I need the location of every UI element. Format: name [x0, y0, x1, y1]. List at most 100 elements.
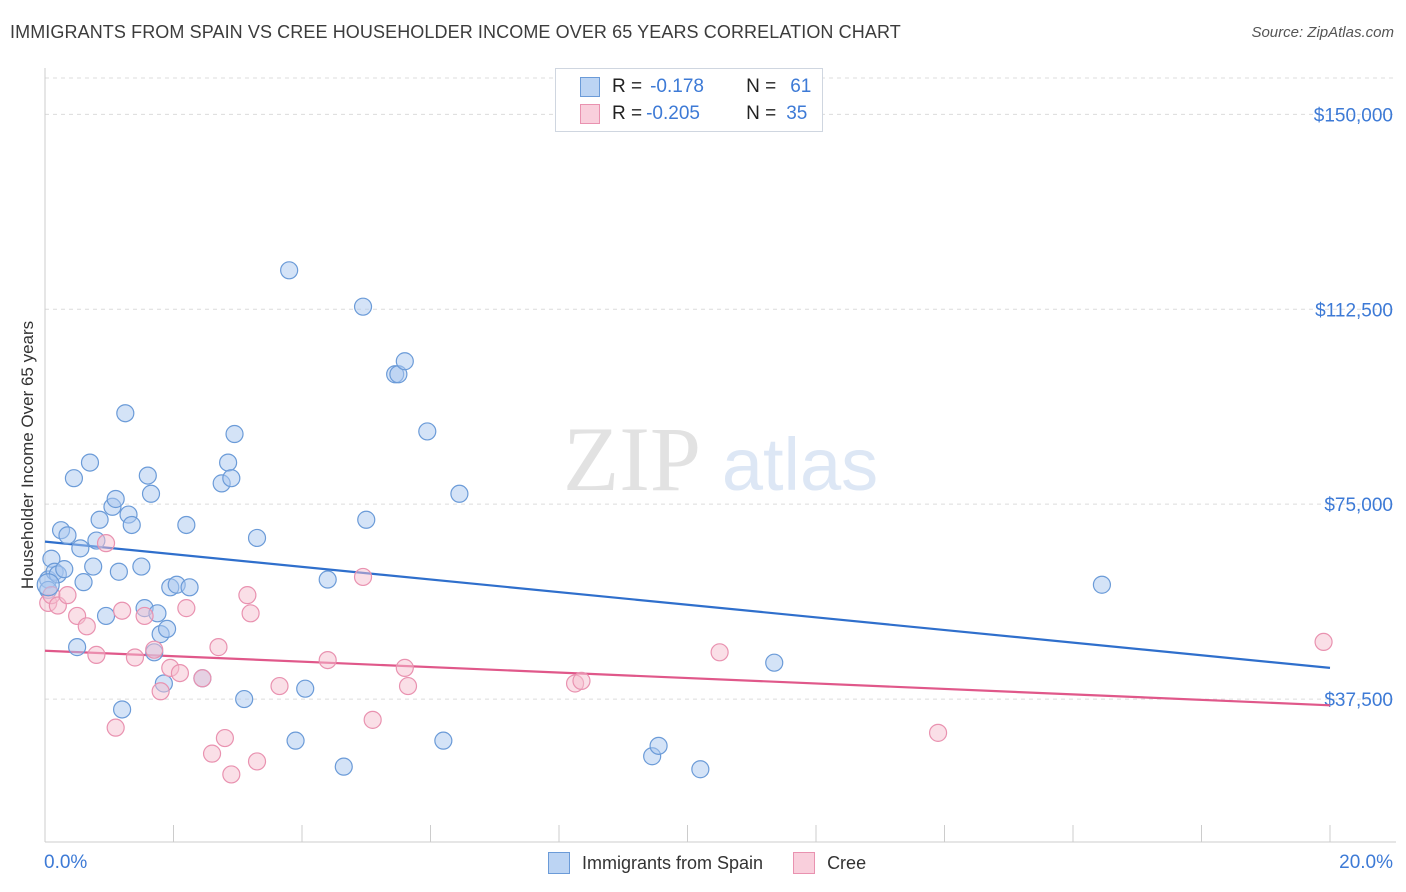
- point-cree: [270, 676, 289, 696]
- point-spain: [318, 570, 337, 589]
- legend-swatch-spain: [548, 852, 570, 874]
- point-cree: [177, 599, 196, 618]
- legend-r-value: -0.205: [646, 103, 700, 124]
- legend-item-spain[interactable]: Immigrants from Spain: [548, 852, 763, 874]
- y-tick-label: $112,500: [1315, 300, 1393, 321]
- legend-label-spain: Immigrants from Spain: [582, 852, 764, 873]
- legend-row-spain: R = -0.178 N = 61: [580, 74, 811, 100]
- point-spain: [357, 510, 376, 529]
- point-spain: [395, 352, 414, 371]
- legend-n-label: N =: [746, 76, 777, 97]
- point-cree: [193, 669, 212, 688]
- point-cree: [353, 567, 373, 587]
- legend-n-value: 35: [786, 103, 808, 124]
- point-spain: [36, 573, 60, 597]
- point-cree: [222, 765, 241, 784]
- point-spain: [106, 489, 125, 509]
- point-spain: [247, 528, 267, 548]
- point-spain: [434, 731, 453, 750]
- point-spain: [177, 515, 196, 535]
- point-spain: [116, 404, 135, 423]
- point-spain: [96, 606, 116, 626]
- y-tick-label: $75,000: [1324, 495, 1393, 516]
- point-spain: [286, 731, 305, 750]
- point-cree: [247, 752, 267, 771]
- point-spain: [58, 526, 77, 545]
- point-cree: [398, 676, 418, 696]
- point-spain: [280, 261, 299, 280]
- point-cree: [209, 638, 228, 657]
- point-cree: [96, 534, 116, 553]
- point-cree: [241, 604, 260, 623]
- y-axis-label: Householder Income Over 65 years: [18, 320, 37, 590]
- point-spain: [225, 424, 244, 444]
- legend-r-label: R =: [612, 103, 643, 124]
- point-spain: [112, 700, 132, 719]
- series-legend: Immigrants from Spain Cree: [548, 852, 896, 874]
- watermark-atlas: atlas: [722, 423, 878, 506]
- point-cree: [112, 601, 132, 620]
- legend-swatch-cree: [793, 852, 816, 874]
- legend-swatch-spain: [580, 77, 600, 97]
- point-spain: [55, 560, 74, 579]
- point-cree: [363, 710, 382, 729]
- point-spain: [138, 466, 157, 485]
- point-cree: [215, 728, 234, 748]
- point-spain: [765, 653, 784, 672]
- point-spain: [109, 562, 128, 581]
- legend-r-value: -0.178: [650, 76, 704, 97]
- trend-line-spain: [44, 540, 1331, 669]
- point-spain: [353, 297, 373, 316]
- data-points: [36, 261, 1333, 784]
- point-spain: [90, 510, 109, 529]
- point-cree: [318, 650, 337, 670]
- legend-item-cree[interactable]: Cree: [793, 852, 866, 874]
- x-tick-label: 0.0%: [44, 852, 87, 873]
- watermark-zip: ZIP: [563, 408, 701, 510]
- point-spain: [132, 557, 151, 576]
- point-cree: [125, 648, 145, 667]
- point-spain: [122, 515, 141, 535]
- point-cree: [170, 663, 190, 683]
- legend-swatch-cree: [580, 104, 600, 124]
- trend-line-cree: [44, 649, 1331, 707]
- point-cree: [135, 606, 154, 626]
- legend-n-value: 61: [790, 76, 812, 97]
- point-cree: [1314, 632, 1333, 652]
- point-cree: [710, 643, 729, 662]
- point-cree: [202, 744, 222, 763]
- watermark: ZIP atlas: [563, 408, 878, 510]
- y-tick-label: $37,500: [1324, 690, 1393, 711]
- point-spain: [222, 469, 241, 488]
- point-cree: [572, 671, 591, 690]
- y-tick-label: $150,000: [1314, 105, 1393, 126]
- point-spain: [418, 422, 437, 441]
- legend-r-label: R =: [612, 76, 643, 97]
- point-spain: [157, 619, 177, 639]
- point-spain: [80, 453, 100, 472]
- point-cree: [928, 723, 948, 742]
- x-tick-label: 20.0%: [1339, 852, 1393, 873]
- point-cree: [58, 586, 77, 605]
- point-spain: [334, 757, 353, 776]
- chart-title: IMMIGRANTS FROM SPAIN VS CREE HOUSEHOLDE…: [10, 22, 901, 42]
- point-cree: [395, 658, 414, 677]
- point-spain: [1092, 575, 1112, 594]
- point-spain: [450, 484, 469, 503]
- point-spain: [71, 539, 90, 558]
- point-cree: [145, 640, 164, 659]
- point-spain: [235, 689, 254, 709]
- point-spain: [74, 573, 93, 592]
- point-spain: [649, 736, 668, 755]
- trend-lines: [44, 540, 1331, 707]
- tick-labels: $37,500 $75,000 $112,500 $150,000 0.0% 20.0%: [44, 105, 1393, 873]
- point-spain: [691, 760, 710, 779]
- point-spain: [296, 679, 315, 698]
- point-cree: [77, 617, 96, 636]
- point-cree: [106, 718, 125, 737]
- point-spain: [141, 484, 161, 503]
- point-spain: [68, 638, 87, 657]
- correlation-legend: R = -0.178 N = 61 R = -0.205 N = 35: [555, 68, 823, 132]
- axes: [44, 68, 1396, 843]
